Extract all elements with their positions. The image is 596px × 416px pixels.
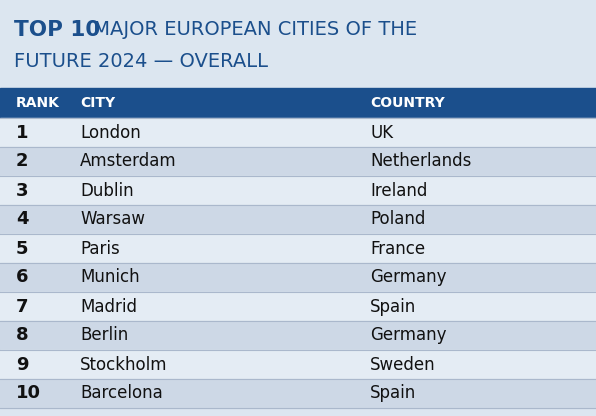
- Text: 9: 9: [16, 356, 29, 374]
- Text: Spain: Spain: [370, 384, 416, 403]
- Bar: [0, 118, 596, 147]
- Text: FUTURE 2024 — OVERALL: FUTURE 2024 — OVERALL: [14, 52, 268, 71]
- Text: 7: 7: [16, 297, 29, 315]
- Text: London: London: [80, 124, 141, 141]
- Bar: [0, 321, 596, 350]
- Text: TOP 10: TOP 10: [14, 20, 100, 40]
- Text: Sweden: Sweden: [370, 356, 436, 374]
- Text: 10: 10: [16, 384, 41, 403]
- Text: Germany: Germany: [370, 268, 446, 287]
- Text: MAJOR EUROPEAN CITIES OF THE: MAJOR EUROPEAN CITIES OF THE: [87, 20, 417, 39]
- Text: CITY: CITY: [80, 96, 115, 110]
- Text: Warsaw: Warsaw: [80, 210, 145, 228]
- Text: Germany: Germany: [370, 327, 446, 344]
- Text: Stockholm: Stockholm: [80, 356, 167, 374]
- Text: Barcelona: Barcelona: [80, 384, 163, 403]
- Text: Ireland: Ireland: [370, 181, 427, 200]
- Text: 2: 2: [16, 153, 29, 171]
- Bar: [0, 350, 596, 379]
- Text: Netherlands: Netherlands: [370, 153, 471, 171]
- Text: Berlin: Berlin: [80, 327, 128, 344]
- Text: France: France: [370, 240, 425, 258]
- Bar: [0, 292, 596, 321]
- Bar: [0, 379, 596, 408]
- Text: Paris: Paris: [80, 240, 120, 258]
- Bar: [0, 205, 596, 234]
- Text: COUNTRY: COUNTRY: [370, 96, 445, 110]
- Text: 5: 5: [16, 240, 29, 258]
- Text: Amsterdam: Amsterdam: [80, 153, 176, 171]
- Text: Munich: Munich: [80, 268, 139, 287]
- Text: Dublin: Dublin: [80, 181, 134, 200]
- Bar: [0, 234, 596, 263]
- Text: 3: 3: [16, 181, 29, 200]
- Text: 6: 6: [16, 268, 29, 287]
- Bar: [0, 88, 596, 118]
- Text: 1: 1: [16, 124, 29, 141]
- Text: 4: 4: [16, 210, 29, 228]
- Text: 8: 8: [16, 327, 29, 344]
- Text: Madrid: Madrid: [80, 297, 137, 315]
- Text: Poland: Poland: [370, 210, 426, 228]
- Bar: [0, 147, 596, 176]
- Text: RANK: RANK: [16, 96, 60, 110]
- Text: UK: UK: [370, 124, 393, 141]
- Bar: [0, 176, 596, 205]
- Bar: [0, 263, 596, 292]
- Text: Spain: Spain: [370, 297, 416, 315]
